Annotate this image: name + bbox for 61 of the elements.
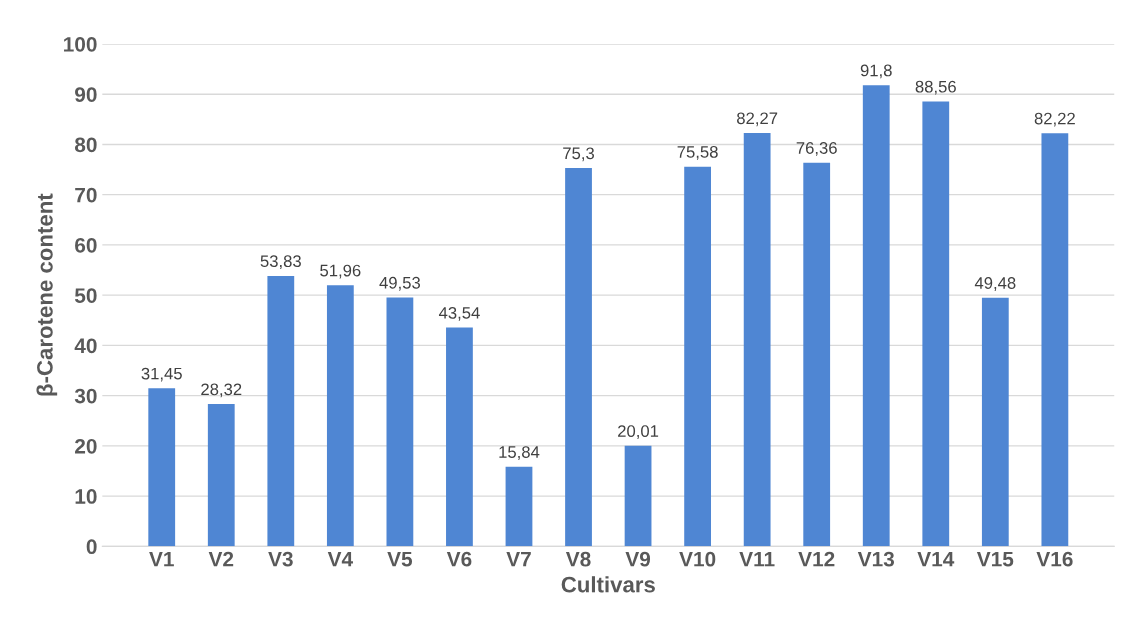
data-label: 31,45 [141,367,182,382]
x-tick-label: V12 [798,551,835,567]
x-tick-label: V15 [976,551,1014,567]
bar [386,297,414,547]
x-tick-label: V2 [208,551,234,567]
y-tick-label: 50 [74,288,97,303]
x-tick-label: V3 [268,551,293,567]
y-tick-label: 100 [64,36,97,52]
data-label: 88,56 [915,80,956,95]
data-label: 75,3 [563,147,595,162]
data-label: 82,27 [737,112,778,127]
y-tick-label: 30 [74,388,97,404]
bar [922,101,950,547]
x-tick-label: V6 [446,551,472,567]
data-label: 20,01 [618,425,659,439]
data-label: 15,84 [499,446,540,460]
data-label: 43,54 [438,306,480,321]
bar [326,285,354,547]
y-tick-label: 10 [75,489,97,504]
y-tick-label: 20 [75,438,97,454]
bar [862,85,890,547]
bar [148,388,176,547]
x-tick-label: V5 [387,551,413,567]
data-label: 75,58 [677,145,718,160]
y-axis-title: β-Carotene content [36,193,58,396]
data-label: 91,8 [860,64,892,79]
data-label: 76,36 [796,142,837,156]
x-tick-label: V9 [625,551,651,567]
bar [267,275,295,547]
data-label: 49,48 [974,277,1016,291]
bar [624,445,652,547]
data-label: 82,22 [1034,112,1075,127]
bar [565,168,592,547]
data-label: 51,96 [320,264,361,279]
bar [1041,133,1069,547]
y-tick-label: 80 [74,137,97,153]
y-tick-label: 90 [75,87,97,102]
bar [743,133,771,547]
x-tick-label: V13 [857,551,895,567]
bar [446,327,473,547]
data-label: 53,83 [260,255,301,270]
x-tick-label: V11 [739,551,775,567]
bar [207,404,235,547]
data-label: 49,53 [379,276,421,291]
x-tick-label: V4 [327,551,353,567]
x-tick-label: V16 [1036,551,1073,567]
bar [803,162,831,547]
bar [505,466,533,547]
bar [981,297,1009,547]
x-tick-label: V7 [506,551,531,567]
x-tick-label: V1 [149,551,174,567]
x-tick-label: V8 [565,551,591,567]
y-tick-label: 70 [75,187,97,203]
bar [684,166,712,547]
x-axis-title: Cultivars [561,576,655,593]
data-label: 28,32 [201,383,242,398]
y-tick-label: 60 [75,237,97,253]
x-tick-label: V14 [917,551,955,567]
y-tick-label: 0 [86,539,97,555]
y-tick-label: 40 [74,338,97,354]
x-tick-label: V10 [679,551,716,567]
